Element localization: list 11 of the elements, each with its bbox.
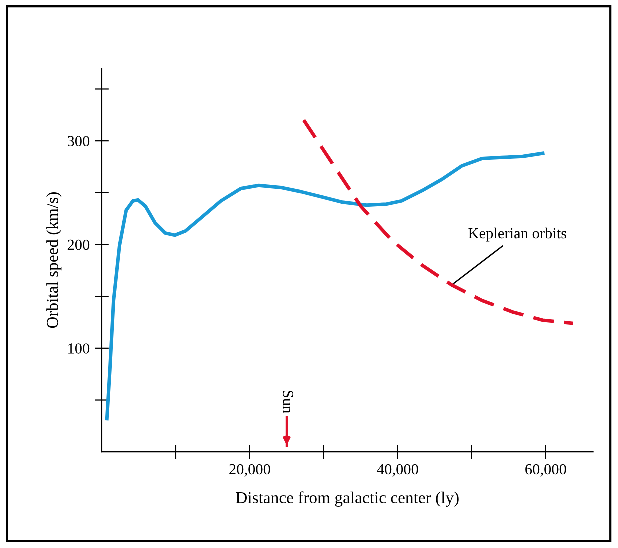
x-tick-label: 60,000 xyxy=(526,464,566,477)
x-tick-label: 20,000 xyxy=(230,464,270,477)
ref-line-label: Sun xyxy=(283,390,294,414)
y-tick-label: 200 xyxy=(68,240,90,250)
line-series xyxy=(302,118,576,326)
y-axis-title: Orbital speed (km/s) xyxy=(46,192,62,328)
x-axis-title: Distance from galactic center (ly) xyxy=(236,492,459,507)
x-tick-label: 40,000 xyxy=(377,464,418,477)
text: Keplerian orbits xyxy=(468,228,567,242)
y-tick-label: 100 xyxy=(68,344,90,354)
y-tick-label: 300 xyxy=(68,136,90,147)
